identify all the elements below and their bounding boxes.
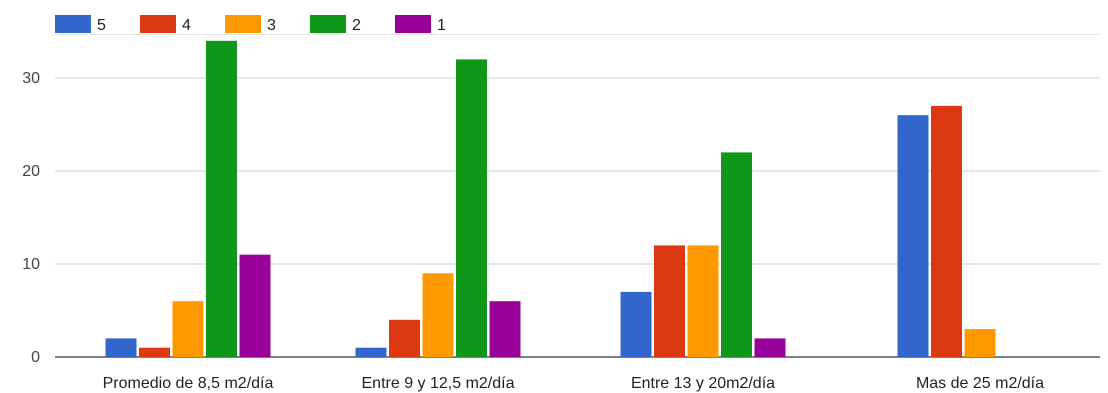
legend-swatch-4 <box>140 15 176 33</box>
y-tick-label: 0 <box>31 349 40 366</box>
x-category-label: Entre 9 y 12,5 m2/día <box>362 375 515 392</box>
bar-5-3 <box>897 115 929 357</box>
x-axis: Promedio de 8,5 m2/día Entre 9 y 12,5 m2/… <box>103 375 1045 392</box>
legend-label-5: 5 <box>97 17 106 34</box>
bar-3-3 <box>964 329 996 357</box>
bar-2-0 <box>206 40 237 358</box>
y-tick-label: 10 <box>22 256 40 273</box>
legend-swatch-1 <box>395 15 431 33</box>
bar-1-2 <box>754 338 786 357</box>
legend-swatch-3 <box>225 15 261 33</box>
legend-label-4: 4 <box>182 17 191 34</box>
bar-4-2 <box>654 245 685 357</box>
bar-1-1 <box>489 301 521 357</box>
legend-swatch-5 <box>55 15 91 33</box>
bar-4-3 <box>931 105 962 358</box>
bar-5-0 <box>105 338 137 357</box>
y-tick-label: 20 <box>22 163 40 180</box>
bar-3-1 <box>422 273 454 357</box>
bar-3-2 <box>687 245 719 357</box>
bar-5-1 <box>355 347 387 357</box>
y-tick-label: 30 <box>22 70 40 87</box>
legend-label-2: 2 <box>352 17 361 34</box>
bar-4-0 <box>139 347 170 357</box>
bar-3-0 <box>172 301 204 357</box>
legend-swatch-2 <box>310 15 346 33</box>
bar-5-2 <box>620 291 652 357</box>
bar-2-1 <box>456 59 487 358</box>
bar-4-1 <box>389 319 420 357</box>
x-category-label: Entre 13 y 20m2/día <box>631 375 775 392</box>
bar-1-0 <box>239 254 271 357</box>
y-axis-ticks: 0 10 20 30 <box>22 70 40 366</box>
legend: 5 4 3 2 1 <box>55 15 446 34</box>
legend-label-3: 3 <box>267 17 276 34</box>
bars <box>105 40 996 358</box>
x-category-label: Promedio de 8,5 m2/día <box>103 375 274 392</box>
x-category-label: Mas de 25 m2/día <box>916 375 1044 392</box>
legend-label-1: 1 <box>437 17 446 34</box>
bar-2-2 <box>721 152 752 357</box>
